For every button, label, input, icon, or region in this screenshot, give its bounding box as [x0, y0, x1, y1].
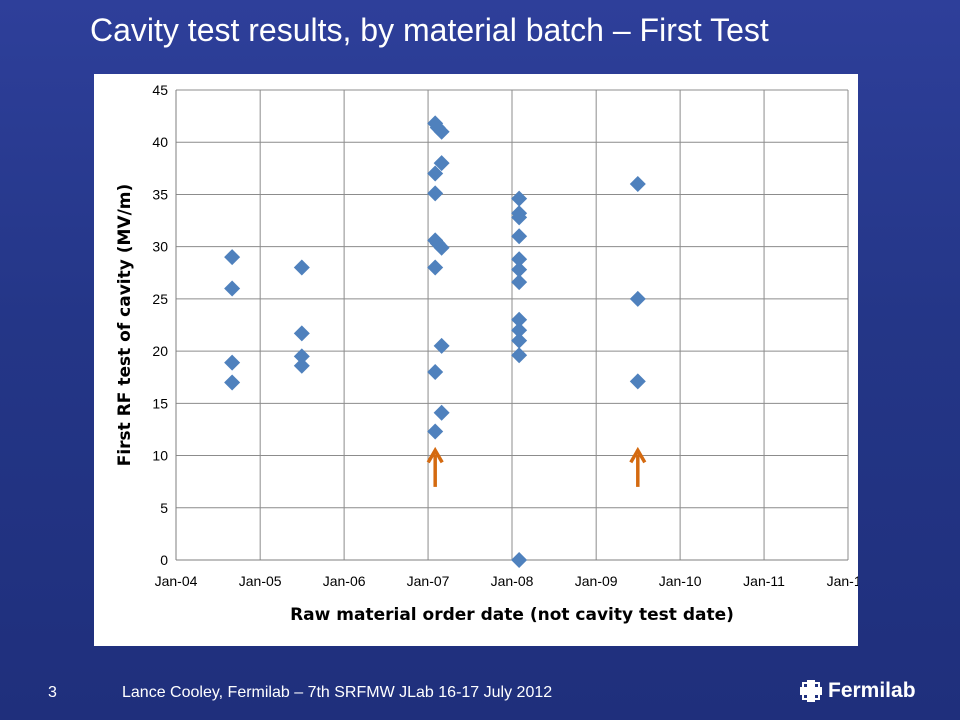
data-point — [629, 290, 646, 307]
data-point — [433, 239, 450, 256]
data-point — [427, 185, 444, 202]
x-tick-label: Jan-11 — [743, 573, 785, 589]
y-tick-label: 35 — [152, 186, 168, 202]
data-point — [429, 119, 446, 136]
data-point — [427, 423, 444, 440]
x-tick-label: Jan-10 — [659, 573, 702, 589]
y-tick-label: 5 — [160, 500, 168, 516]
fermilab-logo: Fermilab — [800, 676, 916, 706]
data-point — [224, 249, 241, 266]
data-point — [511, 311, 528, 328]
data-point — [511, 209, 528, 226]
data-point — [224, 374, 241, 391]
data-point — [433, 155, 450, 172]
x-tick-label: Jan-06 — [323, 573, 366, 589]
x-tick-label: Jan-07 — [407, 573, 450, 589]
x-axis-label: Raw material order date (not cavity test… — [290, 605, 734, 625]
x-tick-label: Jan-05 — [239, 573, 282, 589]
data-point — [511, 274, 528, 291]
data-point — [224, 280, 241, 297]
logo-text: Fermilab — [828, 679, 916, 702]
scatter-chart: 0 5 10 15 20 25 30 35 40 45 Jan-04 Jan-05 Jan-06 Jan-… — [115, 82, 858, 625]
y-tick-label: 25 — [152, 291, 168, 307]
data-point — [427, 165, 444, 182]
data-point — [427, 259, 444, 276]
data-point — [511, 347, 528, 364]
data-point — [629, 373, 646, 390]
y-tick-label: 45 — [152, 82, 168, 98]
data-point — [511, 332, 528, 349]
data-point — [293, 357, 310, 374]
y-tick-label: 40 — [152, 134, 168, 150]
footer-text: Lance Cooley, Fermilab – 7th SRFMW JLab … — [122, 684, 553, 701]
x-tick-label: Jan-08 — [491, 573, 534, 589]
page-number: 3 — [48, 684, 57, 701]
data-point — [293, 348, 310, 365]
data-point — [511, 190, 528, 207]
data-point — [511, 552, 528, 568]
data-point — [629, 176, 646, 192]
y-axis-label: First RF test of cavity (MV/m) — [115, 184, 135, 467]
data-point — [511, 322, 528, 339]
y-tick-label: 15 — [152, 395, 168, 411]
data-point — [511, 261, 528, 278]
y-tick-label: 0 — [160, 552, 168, 568]
y-tick-label: 30 — [152, 239, 168, 255]
data-point — [224, 354, 241, 371]
data-point — [511, 251, 528, 268]
y-tick-label: 10 — [152, 448, 168, 464]
data-point — [433, 337, 450, 354]
x-tick-label: Jan-12 — [827, 573, 858, 589]
x-tick-label: Jan-09 — [575, 573, 618, 589]
data-point — [293, 325, 310, 342]
chart-panel: 0 5 10 15 20 25 30 35 40 45 Jan-04 Jan-05 Jan-06 Jan-… — [94, 74, 858, 646]
annotation-arrow-head — [426, 446, 444, 464]
fermilab-logo-icon — [800, 680, 822, 702]
data-point — [293, 259, 310, 276]
x-tick-label: Jan-04 — [155, 573, 198, 589]
data-point — [433, 404, 450, 421]
slide-title: Cavity test results, by material batch –… — [90, 12, 769, 48]
y-tick-label: 20 — [152, 343, 168, 359]
annotation-arrow-head — [629, 446, 647, 464]
data-point — [511, 228, 528, 245]
data-point — [427, 364, 444, 380]
data-point — [433, 123, 450, 140]
